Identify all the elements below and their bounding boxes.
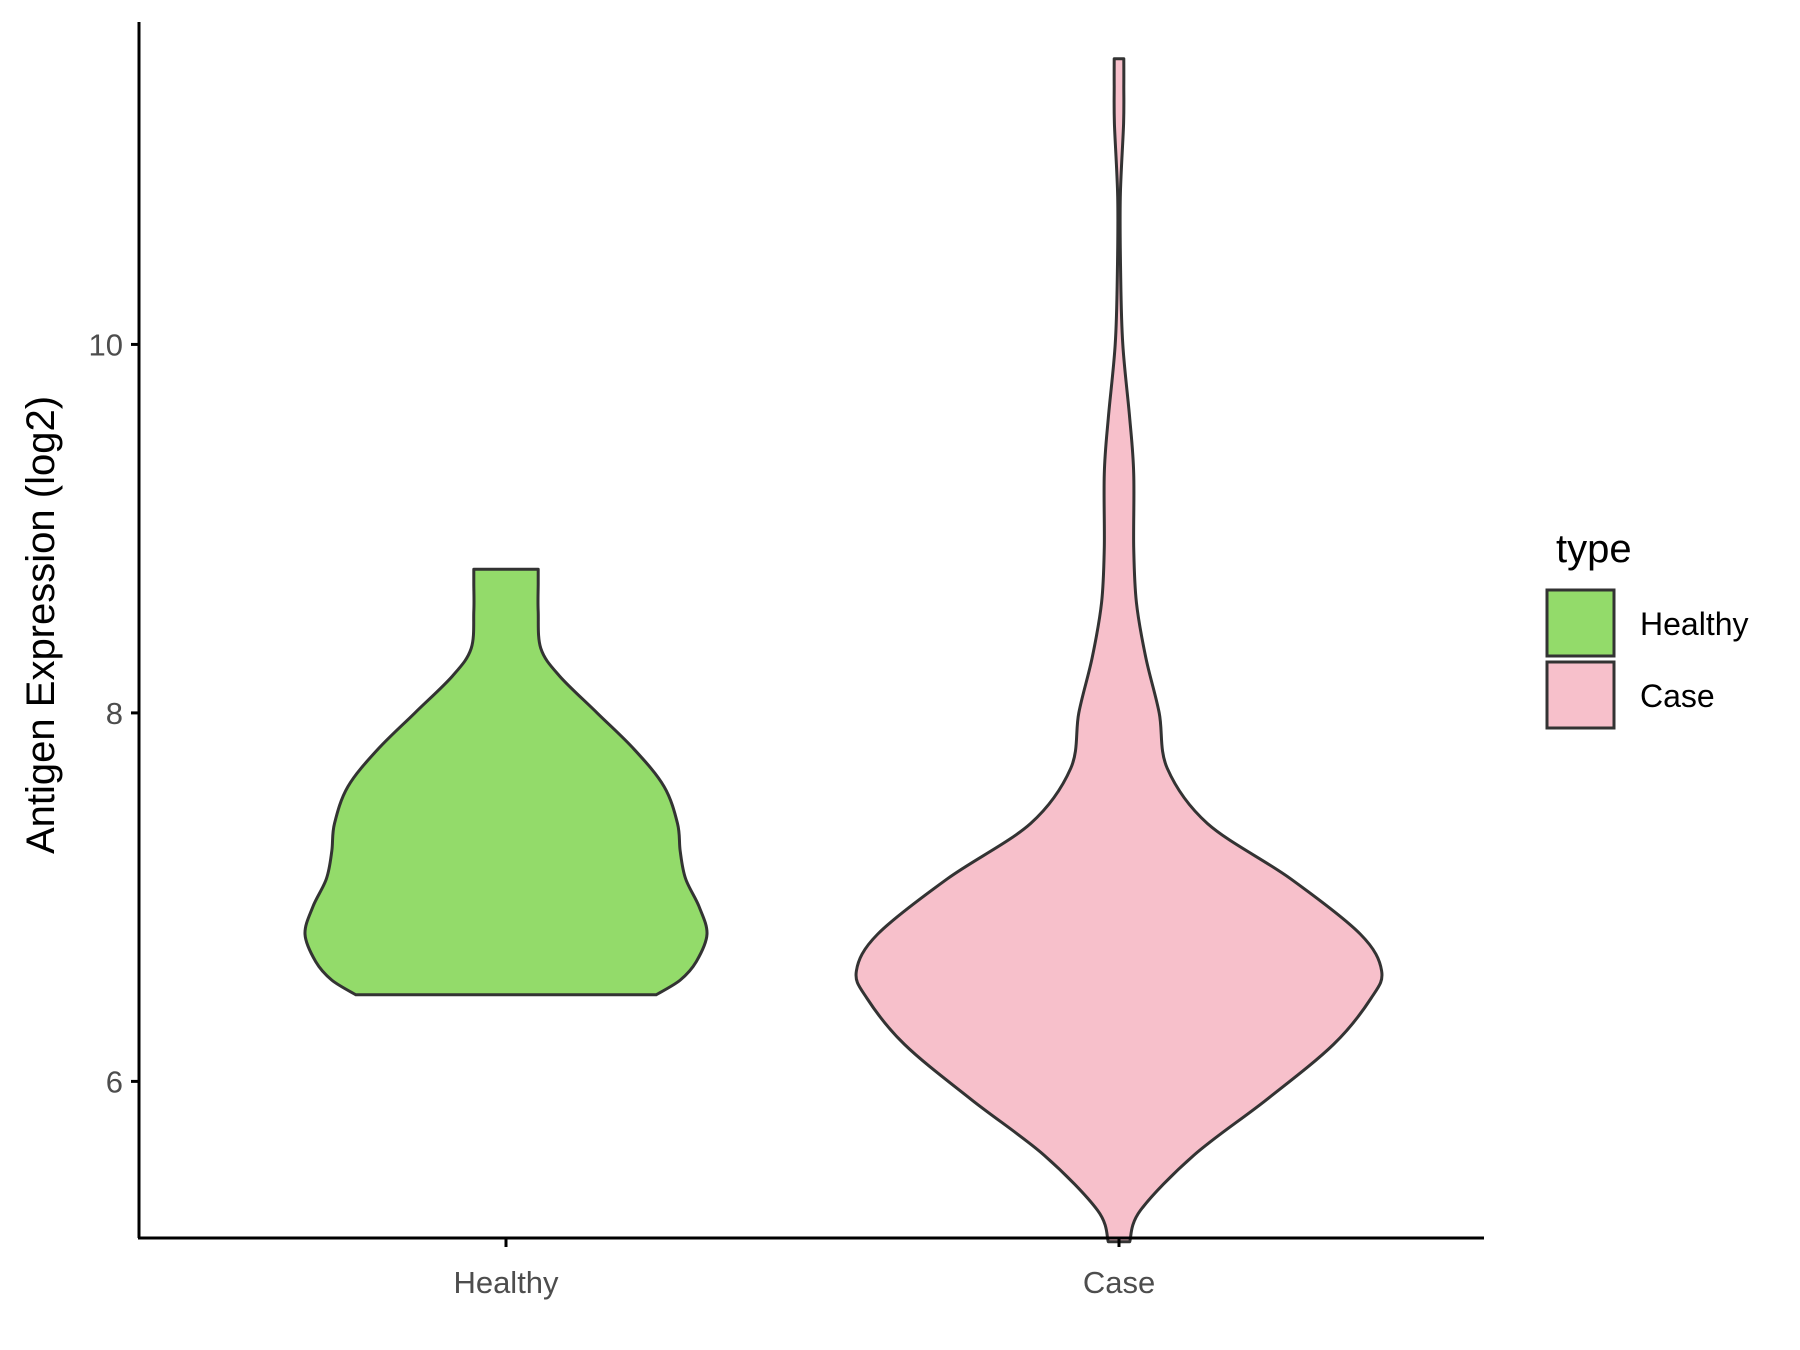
legend-label-healthy: Healthy xyxy=(1640,606,1749,642)
y-ticks: 6 8 10 xyxy=(89,327,139,1099)
x-tick-label-healthy: Healthy xyxy=(453,1265,559,1300)
legend-title: type xyxy=(1556,527,1632,571)
y-tick-label-6: 6 xyxy=(106,1064,123,1099)
y-tick-label-10: 10 xyxy=(89,327,123,362)
legend-key-healthy xyxy=(1545,588,1616,658)
violin-case xyxy=(854,57,1384,1244)
legend-key-case xyxy=(1545,660,1616,730)
y-tick-label-8: 8 xyxy=(106,696,123,731)
violin-healthy xyxy=(303,567,709,997)
legend: type Healthy Case xyxy=(1545,527,1749,730)
legend-label-case: Case xyxy=(1640,678,1715,714)
violin-layer xyxy=(303,57,1384,1244)
x-tick-label-case: Case xyxy=(1083,1265,1155,1300)
x-ticks: Healthy Case xyxy=(453,1238,1155,1300)
y-axis-title: Antigen Expression (log2) xyxy=(19,396,63,854)
axes xyxy=(137,22,1484,1240)
